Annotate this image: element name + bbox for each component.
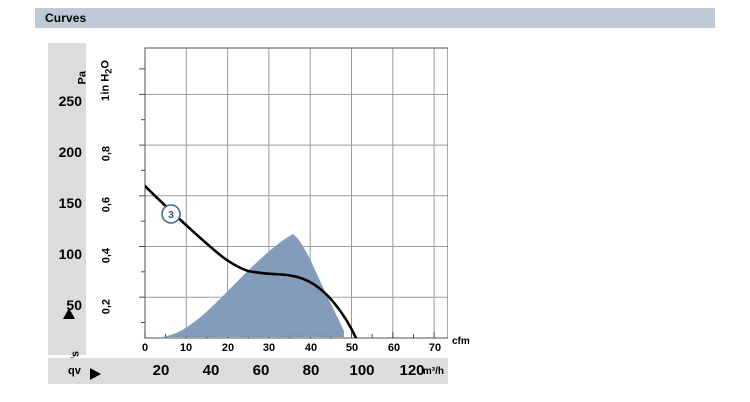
callout-marker-3[interactable]: 3	[161, 204, 181, 224]
operating-range-band	[161, 234, 344, 337]
header-bar: Curves	[35, 8, 715, 28]
callout-marker-3-label: 3	[168, 210, 174, 221]
up-arrow-icon	[63, 308, 75, 319]
plot-svg: 3	[139, 47, 448, 339]
outer-y-axis-unit: Pa	[76, 71, 88, 85]
inner-y-axis-unit: in H2O	[98, 60, 114, 95]
outer-y-tick-200: 200	[58, 144, 82, 160]
inner-x-tick-30: 30	[262, 342, 276, 354]
inner-x-tick-20: 20	[221, 342, 235, 354]
page-title: Curves	[45, 11, 87, 25]
inner-y-tick-0.8: 0,8	[100, 146, 112, 162]
inner-x-tick-50: 50	[345, 342, 359, 354]
inner-x-tick-0: 0	[141, 342, 149, 354]
outer-x-axis-unit: m³/h	[422, 366, 444, 377]
inner-x-tick-10: 10	[179, 342, 193, 354]
inner-x-tick-60: 60	[387, 342, 401, 354]
outer-x-axis-panel: qv 20 40 60 80 100 120 m³/h	[48, 358, 448, 384]
outer-x-tick-100: 100	[349, 362, 375, 379]
inner-x-axis-unit: cfm	[452, 336, 470, 347]
y-minor-ticks	[139, 68, 145, 323]
right-arrow-icon	[90, 368, 101, 380]
inner-y-tick-0.6: 0,6	[100, 197, 112, 213]
outer-y-axis-panel: Pa 250 200 150 100 50 pfs	[48, 43, 88, 368]
inner-y-tick-0.2: 0,2	[100, 299, 112, 315]
curves-chart: Pa 250 200 150 100 50 pfs qv 20 40 60 80…	[35, 40, 715, 395]
inner-x-tick-40: 40	[304, 342, 318, 354]
outer-x-tick-20: 20	[152, 362, 170, 379]
inner-y-tick-1: 1	[100, 95, 112, 102]
plot-block: in H2O 1 0,8 0,6 0,4 0,2 0 10 20 30 40 5…	[90, 43, 470, 355]
outer-y-tick-250: 250	[58, 93, 82, 109]
outer-x-tick-60: 60	[252, 362, 270, 379]
outer-y-tick-150: 150	[58, 195, 82, 211]
outer-x-tick-120: 120	[399, 362, 425, 379]
inner-y-tick-0.4: 0,4	[100, 248, 112, 264]
pressure-curve-3	[145, 184, 358, 338]
outer-x-tick-80: 80	[302, 362, 320, 379]
inner-x-tick-70: 70	[428, 342, 442, 354]
outer-x-tick-40: 40	[202, 362, 220, 379]
outer-x-axis-symbol: qv	[68, 365, 81, 377]
outer-y-tick-100: 100	[58, 246, 82, 262]
plot-border	[144, 47, 448, 339]
